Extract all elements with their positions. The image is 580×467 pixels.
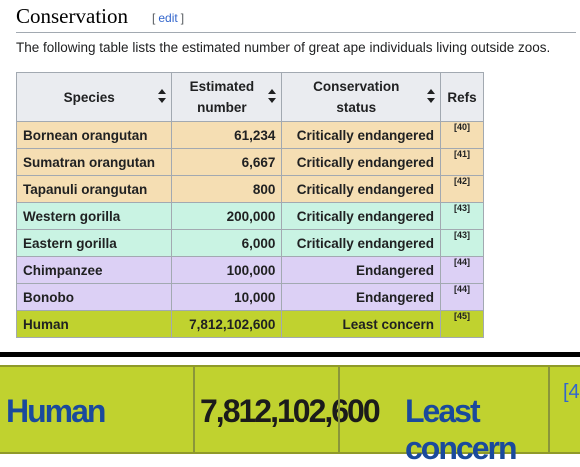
column-header-refs: Refs xyxy=(440,72,484,122)
edit-link[interactable]: edit xyxy=(158,11,178,25)
status-cell[interactable]: Critically endangered xyxy=(281,175,442,203)
sort-icon[interactable] xyxy=(158,89,167,103)
number-cell: 800 xyxy=(171,175,283,203)
zoomed-status[interactable]: Least concern xyxy=(405,393,517,466)
number-cell: 6,000 xyxy=(171,229,283,257)
table-row: Chimpanzee 100,000 Endangered [44] xyxy=(15,256,484,284)
sort-icon[interactable] xyxy=(268,89,277,103)
column-header-label: status xyxy=(336,100,377,115)
table-row: Tapanuli orangutan 800 Critically endanger… xyxy=(15,175,484,203)
table-row: Human 7,812,102,600 Least concern [45] xyxy=(15,310,484,338)
species-cell[interactable]: Tapanuli orangutan xyxy=(15,175,173,203)
species-cell[interactable]: Bornean orangutan xyxy=(15,121,173,149)
section-title: Conservation xyxy=(16,4,128,28)
zoomed-cell-divider xyxy=(338,367,340,452)
table-row: Sumatran orangutan 6,667 Critically endang… xyxy=(15,148,484,176)
ref-cell[interactable]: [41] xyxy=(440,148,484,176)
status-cell[interactable]: Endangered xyxy=(281,256,442,284)
number-cell: 10,000 xyxy=(171,283,283,311)
column-header-label: Conservation xyxy=(313,79,400,94)
ref-cell[interactable]: [44] xyxy=(440,256,484,284)
table-header-row: Species Estimated number Conservation st… xyxy=(15,72,484,122)
column-header-label: number xyxy=(197,100,247,115)
table-row: Eastern gorilla 6,000 Critically endangere… xyxy=(15,229,484,257)
zoomed-ref[interactable]: [45 xyxy=(563,381,580,403)
table-row: Bornean orangutan 61,234 Critically endang… xyxy=(15,121,484,149)
table-row: Western gorilla 200,000 Critically endange… xyxy=(15,202,484,230)
zoomed-human-row: Human 7,812,102,600 Least concern [45 xyxy=(0,365,580,466)
number-cell: 6,667 xyxy=(171,148,283,176)
number-cell: 200,000 xyxy=(171,202,283,230)
ref-cell[interactable]: [45] xyxy=(440,310,484,338)
number-cell: 7,812,102,600 xyxy=(171,310,283,338)
species-cell[interactable]: Chimpanzee xyxy=(15,256,173,284)
status-cell[interactable]: Endangered xyxy=(281,283,442,311)
ref-cell[interactable]: [40] xyxy=(440,121,484,149)
sort-icon[interactable] xyxy=(427,89,436,103)
ref-cell[interactable]: [43] xyxy=(440,202,484,230)
zoomed-cell-divider xyxy=(193,367,195,452)
column-header-estimated-number[interactable]: Estimated number xyxy=(171,72,283,122)
species-cell[interactable]: Eastern gorilla xyxy=(15,229,173,257)
status-cell[interactable]: Critically endangered xyxy=(281,148,442,176)
ref-cell[interactable]: [43] xyxy=(440,229,484,257)
status-cell[interactable]: Least concern xyxy=(281,310,442,338)
column-header-label: Estimated xyxy=(189,79,255,94)
great-ape-table: Species Estimated number Conservation st… xyxy=(15,72,484,338)
zoomed-cell-divider xyxy=(548,367,550,452)
column-header-label: Refs xyxy=(447,89,477,105)
column-header-species[interactable]: Species xyxy=(15,72,173,122)
zoomed-number: 7,812,102,600 xyxy=(200,393,381,429)
divider-bar xyxy=(0,352,580,357)
status-cell[interactable]: Critically endangered xyxy=(281,229,442,257)
number-cell: 61,234 xyxy=(171,121,283,149)
species-cell[interactable]: Human xyxy=(15,310,173,338)
status-cell[interactable]: Critically endangered xyxy=(281,121,442,149)
edit-bracket-close: ] xyxy=(180,11,185,25)
species-cell[interactable]: Bonobo xyxy=(15,283,173,311)
section-heading: Conservation [edit] xyxy=(16,2,576,33)
species-cell[interactable]: Sumatran orangutan xyxy=(15,148,173,176)
intro-paragraph: The following table lists the estimated … xyxy=(16,40,551,55)
column-header-label: Species xyxy=(63,89,115,105)
table-row: Bonobo 10,000 Endangered [44] xyxy=(15,283,484,311)
species-cell[interactable]: Western gorilla xyxy=(15,202,173,230)
status-cell[interactable]: Critically endangered xyxy=(281,202,442,230)
column-header-conservation-status[interactable]: Conservation status xyxy=(281,72,442,122)
zoomed-species[interactable]: Human xyxy=(6,393,106,429)
ref-cell[interactable]: [42] xyxy=(440,175,484,203)
table-body: Bornean orangutan 61,234 Critically endang… xyxy=(15,121,484,338)
number-cell: 100,000 xyxy=(171,256,283,284)
edit-bracket-open: [ xyxy=(152,11,156,25)
edit-section: [edit] xyxy=(152,11,184,25)
ref-cell[interactable]: [44] xyxy=(440,283,484,311)
